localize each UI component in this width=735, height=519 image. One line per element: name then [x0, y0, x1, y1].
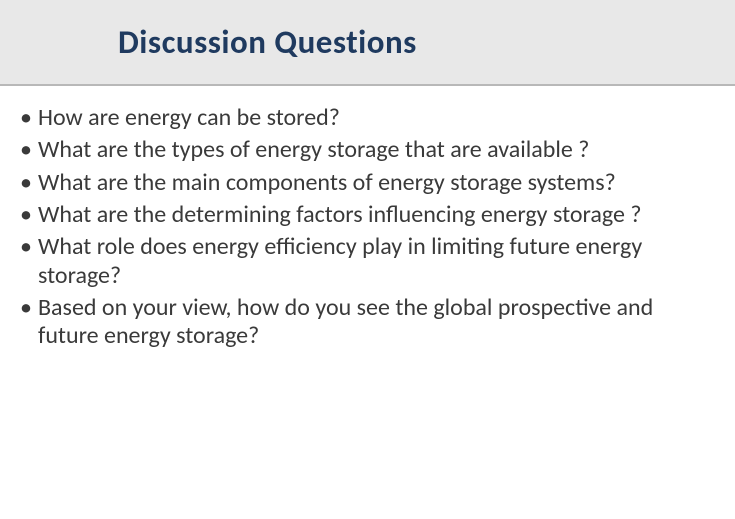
slide-content: How are energy can be stored? What are t… — [0, 86, 735, 351]
list-item: What role does energy efficiency play in… — [20, 233, 715, 290]
question-list: How are energy can be stored? What are t… — [20, 104, 715, 351]
slide-title: Discussion Questions — [118, 22, 735, 62]
list-item: Based on your view, how do you see the g… — [20, 294, 715, 351]
list-item: What are the determining factors influen… — [20, 201, 715, 229]
list-item: How are energy can be stored? — [20, 104, 715, 132]
list-item: What are the main components of energy s… — [20, 169, 715, 197]
list-item: What are the types of energy storage tha… — [20, 136, 715, 164]
slide-header: Discussion Questions — [0, 0, 735, 86]
